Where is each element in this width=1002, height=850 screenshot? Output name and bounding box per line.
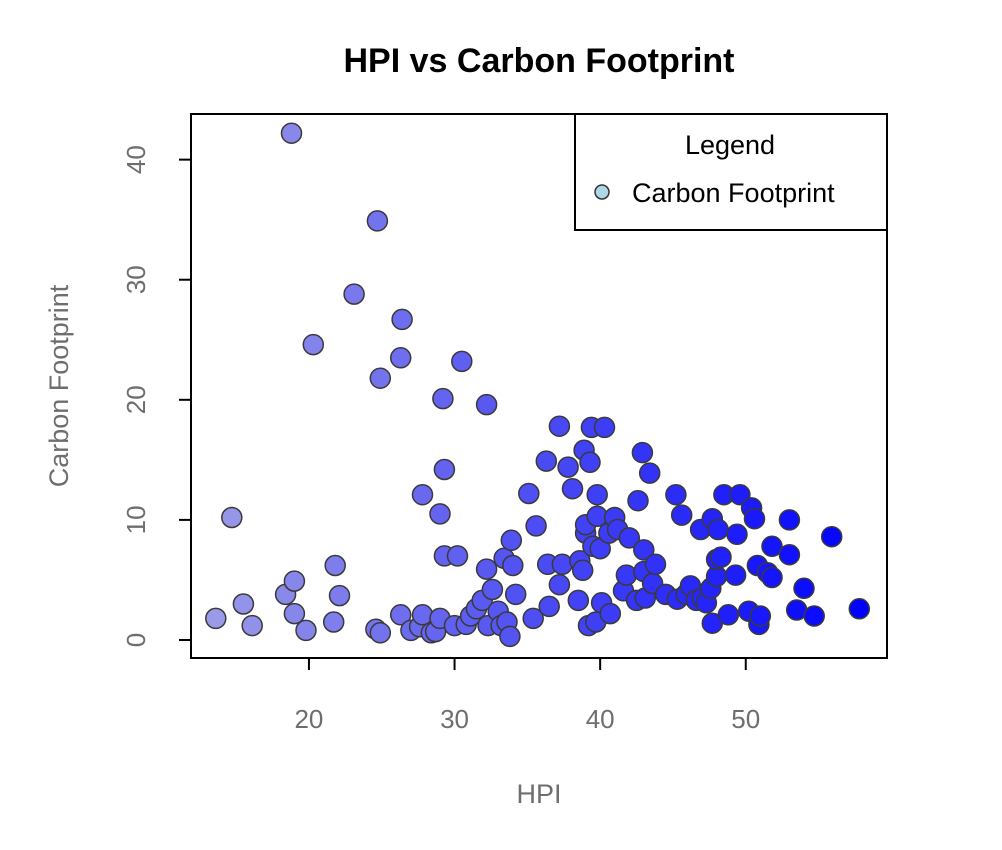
data-point [475,393,498,416]
data-point [820,525,843,548]
data-point [481,578,504,601]
data-point [205,607,227,630]
data-point [803,605,825,627]
data-point [389,347,412,369]
data-point [232,593,255,615]
data-point [504,583,527,606]
data-point [518,482,540,505]
data-point [502,554,524,577]
y-tick-label: 20 [121,385,151,414]
x-tick-label: 50 [731,704,760,734]
data-point [522,607,544,630]
x-tick-label: 40 [586,704,615,734]
data-point [631,441,654,464]
data-point [535,450,558,472]
x-tick-label: 20 [294,704,323,734]
data-point [793,577,815,600]
data-point [567,589,590,612]
data-point [411,483,434,506]
data-point [241,614,263,637]
data-point [618,527,641,549]
data-point [295,619,317,642]
legend: Legend Carbon Footprint [574,113,888,231]
data-point [389,604,412,626]
data-point [548,415,571,437]
data-point [525,515,547,537]
data-points [205,122,871,648]
data-point [710,546,732,568]
data-point [633,539,655,561]
data-point [670,504,693,526]
data-point [724,564,747,586]
legend-title: Legend [685,130,775,160]
y-tick-label: 10 [121,505,151,534]
x-axis: 20 30 40 50 [294,657,760,734]
data-point [638,462,661,484]
data-point [432,387,454,410]
data-point [343,283,365,305]
data-point [749,605,772,627]
data-point [280,122,303,144]
y-axis: 0 10 20 30 40 [121,145,192,647]
data-point [778,509,801,531]
data-point [848,598,871,620]
data-point [615,564,638,586]
x-tick-label: 30 [440,704,469,734]
data-point [328,584,351,607]
y-tick-label: 0 [121,633,151,647]
data-point [221,506,243,529]
chart-title: HPI vs Carbon Footprint [344,42,735,80]
data-point [586,483,608,506]
data-point [579,451,601,474]
data-point [761,535,783,558]
y-axis-label: Carbon Footprint [44,284,74,487]
data-point [538,595,560,618]
data-point [369,622,392,644]
data-point [446,545,469,567]
data-point [717,604,740,626]
data-point [283,602,306,625]
data-point [599,602,622,625]
data-point [391,308,413,331]
y-tick-label: 40 [121,145,151,174]
legend-box [574,113,888,231]
data-point [743,507,766,530]
data-point [451,350,473,373]
data-point [761,566,783,589]
data-point [429,503,451,525]
data-point [283,570,306,592]
data-point [500,529,523,552]
data-point [433,458,456,481]
data-point [561,477,584,500]
data-point [324,554,346,577]
data-point [366,210,389,232]
data-point [665,483,687,506]
data-point [593,416,616,439]
legend-marker [594,184,610,200]
data-point [499,625,521,648]
data-point [778,543,801,566]
data-point [571,559,594,582]
data-point [707,518,729,541]
data-point [302,333,325,356]
data-point [411,604,434,626]
data-point [551,553,574,576]
data-point [644,553,667,576]
legend-entry-label: Carbon Footprint [632,178,835,208]
data-point [369,367,392,389]
data-point [726,523,748,546]
data-point [627,489,649,512]
y-tick-label: 30 [121,265,151,294]
x-axis-label: HPI [516,779,561,809]
data-point [548,573,571,596]
data-point [322,611,345,633]
data-point [475,558,498,580]
data-point [557,456,579,478]
